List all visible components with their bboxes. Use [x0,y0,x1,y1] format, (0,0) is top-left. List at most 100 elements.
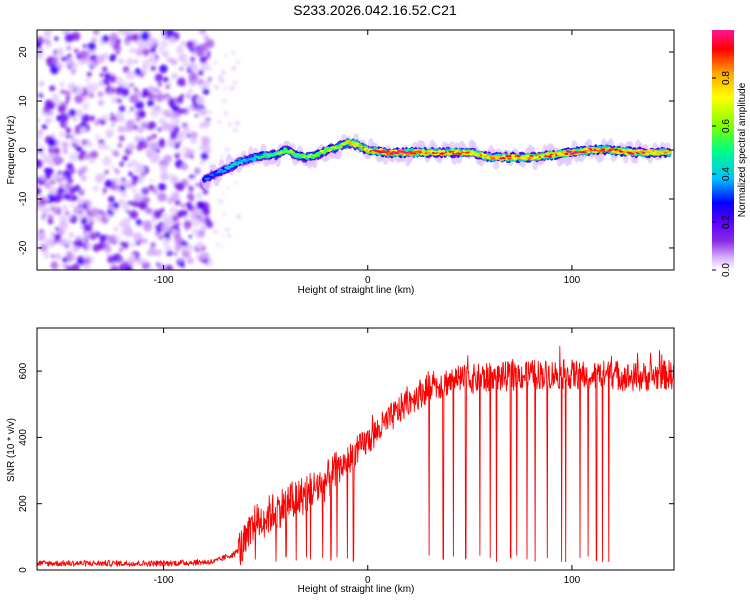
track-cell [226,167,231,170]
noise-blob [81,217,88,224]
noise-blob [96,54,105,64]
x-tick-label: 100 [564,575,581,586]
noise-blob [154,248,163,257]
noise-blob [190,217,197,224]
noise-blob [116,114,123,122]
noise-blob [63,192,71,200]
noise-blob [44,99,54,109]
track-cell [545,153,551,156]
noise-blob [89,93,95,98]
noise-blob [101,217,108,224]
colorbar-tick-label: 0.8 [721,71,732,85]
noise-blob [64,91,69,95]
noise-blob [155,88,161,94]
noise-blob [124,180,133,189]
noise-blob [97,81,103,87]
noise-blob [124,265,133,270]
track-cell [281,150,286,153]
track-cell [295,153,301,155]
noise-blob [97,142,106,151]
track-cell [496,155,501,158]
noise-blob [150,243,156,248]
noise-blob [178,53,188,63]
noise-blob [227,233,232,238]
noise-blob [113,253,117,257]
noise-blob [136,143,144,151]
track-cell [235,163,240,165]
track-cell [630,152,635,155]
noise-blob [54,233,62,241]
noise-blob [73,184,81,192]
noise-blob [101,35,110,43]
noise-blob [40,175,46,181]
noise-blob [99,72,105,78]
noise-blob [206,54,211,59]
noise-blob [97,91,104,98]
y-tick-label: 600 [18,362,29,379]
noise-blob [224,54,228,58]
noise-blob [102,114,110,122]
noise-blob [42,251,50,258]
noise-blob [138,41,148,51]
noise-blob [112,119,117,124]
noise-blob [196,234,202,240]
noise-blob [66,57,74,65]
noise-blob [84,257,91,265]
noise-blob [234,181,237,185]
noise-blob [134,68,142,75]
noise-blob [38,129,43,135]
noise-blob [214,85,217,88]
noise-blob [157,233,165,241]
noise-blob [160,40,169,49]
noise-blob [236,214,242,220]
noise-blob [102,156,112,166]
noise-blob [170,73,174,77]
noise-blob [115,181,120,185]
noise-blob [67,82,76,91]
noise-blob [143,258,148,263]
noise-blob [202,119,211,129]
noise-blob [199,83,207,91]
track-cell [299,153,304,156]
track-cell [619,150,624,153]
noise-blob [118,78,125,85]
noise-blob [174,199,181,206]
noise-blob [217,120,222,124]
bottom-y-axis: 0 200 400 600 [18,362,674,573]
noise-blob [127,111,131,115]
noise-blob [150,53,155,58]
track-cell [595,148,600,150]
y-tick-label: 0 [18,567,29,573]
noise-blob [181,204,185,208]
track-cell [564,152,569,155]
noise-blob [41,124,48,130]
track-cell [222,170,227,173]
noise-blob [113,151,120,157]
noise-blob [117,125,125,133]
noise-blob [197,215,202,220]
noise-blob [57,239,62,244]
noise-blob [151,133,157,139]
noise-blob [64,182,73,190]
noise-blob [43,168,49,173]
noise-blob [74,48,79,54]
noise-blob [61,257,68,263]
track-cell [290,151,295,154]
noise-blob [118,222,123,227]
noise-blob [85,225,93,232]
noise-blob [55,226,59,231]
noise-blob [107,195,115,203]
track-cell [430,150,435,153]
noise-blob [116,98,122,104]
noise-blob [194,114,199,118]
noise-blob [182,126,191,135]
noise-blob [133,193,143,203]
noise-blob [177,113,181,117]
noise-blob [49,85,56,92]
track-cell [450,150,455,153]
noise-blob [65,127,72,134]
noise-blob [134,100,144,110]
noise-blob [102,192,106,196]
track-cell [650,152,655,155]
noise-blob [202,88,210,95]
